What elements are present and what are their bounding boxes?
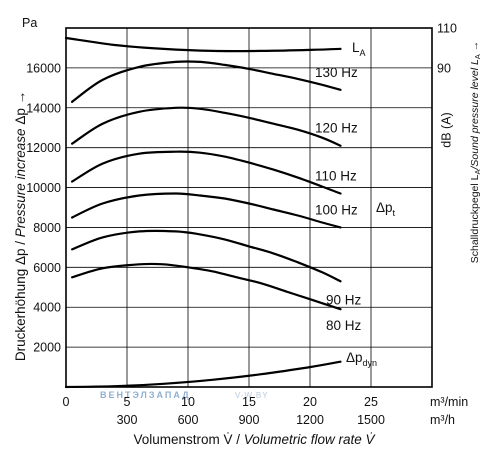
y-tick-label-7: 16000 [26,61,61,75]
x-tick-label-3: 15 [242,395,256,409]
series-label-la-main: L [352,40,360,55]
x-axis-title: Volumenstrom V̇ / Volumetric flow rate V… [133,432,376,447]
watermark-text: ВЕНТЭЛЗАПАД [100,390,191,400]
series-label-80-hz: 80 Hz [326,318,362,333]
series-label-la-sub: A [360,48,366,58]
series-label-120-hz: 120 Hz [315,121,358,136]
series-label-dyn-sub: dyn [363,358,378,368]
y-axis-title-suffix: Δp → [13,91,28,129]
x-axis-title-en: Volumetric flow rate V̇ [244,432,377,447]
series-label-la: LA [352,40,366,58]
series-line-100-hz [71,192,342,229]
y-axis-title-en: Pressure increase [13,128,28,237]
right-unit-label: dB (A) [439,112,453,147]
series-line-110-hz [71,150,342,195]
y-tick-label-6: 14000 [26,101,61,115]
x-tick-secondary-2: 900 [239,413,260,427]
x-top-unit-label: m³/min [430,395,468,409]
delta-p-t-annotation: Δpt [376,200,396,219]
right-axis-title: Schalldruckpegel LA/Sound pressure level… [469,41,482,264]
x-tick-label-0: 0 [63,395,70,409]
right-tick-label-1: 90 [437,61,451,75]
y-tick-label-3: 8000 [33,221,61,235]
series-line-130-hz [71,60,342,103]
series-line-l-a [64,36,342,53]
right-axis-title-suffix: → [469,41,481,54]
delta-p-t-sub: t [393,208,396,219]
tick-labels: 0 5 10 15 20 25 300 600 900 1200 1500 2000 4000 6000 8… [26,22,457,428]
series-line-120-hz [71,106,342,147]
plot-frame [65,27,433,388]
y-tick-label-4: 10000 [26,181,61,195]
watermark-subtext: V-W.BY [235,391,269,400]
y-tick-label-0: 2000 [33,341,61,355]
series-line-80-hz [71,262,342,311]
right-axis-title-en-sub: A [473,54,482,59]
y-tick-label-1: 4000 [33,301,61,315]
series-label-100-hz: 100 Hz [315,202,358,217]
right-tick-label-0: 110 [437,22,457,36]
curves [64,36,342,389]
x-tick-label-4: 20 [303,395,317,409]
series-label-dyn-main: Δp [346,350,363,365]
x-tick-secondary-3: 1200 [296,413,324,427]
series-label-130-hz: 130 Hz [315,65,358,80]
x-bottom-unit-label: m³/h [430,413,455,427]
series-line-p-dyn [64,360,342,389]
right-axis-title-en: /Sound pressure level L [469,59,481,170]
x-tick-secondary-0: 300 [117,413,138,427]
curve-labels: 80 Hz 90 Hz 100 Hz 110 Hz 120 Hz 130 Hz [315,65,362,333]
right-axis-title-de: Schalldruckpegel L [469,174,481,263]
x-tick-label-1: 5 [124,395,131,409]
left-unit-label: Pa [22,16,37,30]
series-label-110-hz: 110 Hz [315,169,357,184]
watermark: ВЕНТЭЛЗАПАД V-W.BY [100,390,269,400]
y-axis-title-de: Druckerhöhung Δp / [13,237,28,361]
series-label-90-hz: 90 Hz [326,292,362,307]
x-tick-secondary-1: 600 [178,413,199,427]
x-tick-secondary-4: 1500 [357,413,385,427]
x-axis-title-de: Volumenstrom V̇ / [133,432,243,447]
right-axis-title-de-sub: A [473,170,482,175]
y-tick-label-2: 6000 [33,261,61,275]
x-tick-label-5: 25 [364,395,378,409]
y-tick-label-5: 12000 [26,141,61,155]
x-tick-label-2: 10 [181,395,195,409]
series-label-dyn: Δpdyn [346,350,377,368]
delta-p-t-main: Δp [376,200,393,215]
y-axis-title: Druckerhöhung Δp / Pressure increase Δp … [13,91,28,361]
series-line-90-hz [71,229,342,283]
